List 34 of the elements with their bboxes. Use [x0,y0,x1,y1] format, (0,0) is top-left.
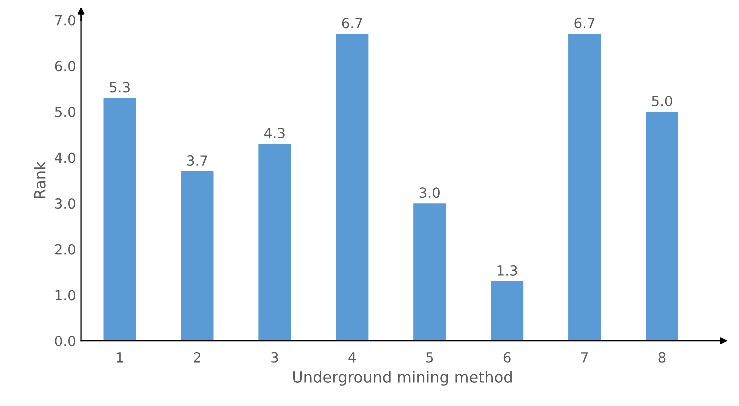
bar [104,98,136,342]
y-tick-label: 0.0 [55,336,76,347]
bar [336,34,369,342]
x-tick-label: 8 [658,352,666,363]
y-tick-label: 4.0 [55,152,76,164]
y-tick-label: 5.0 [55,106,76,118]
bar [491,281,524,342]
bar [258,144,292,342]
y-tick-label: 7.0 [55,15,76,26]
x-axis-title: Underground mining method [293,371,512,386]
data-label: 3.7 [187,156,208,166]
y-tick-label: 2.0 [55,244,76,255]
x-tick-label: 1 [117,352,124,363]
x-tick-label: 7 [582,352,588,363]
data-label: 6.7 [342,18,362,29]
data-label: 3.0 [420,188,440,198]
bar [646,112,679,342]
x-tick-label: 3 [272,352,278,363]
y-axis-title: Rank [34,162,46,198]
bar [181,172,214,342]
x-tick-label: 5 [426,352,434,363]
bar [568,34,602,342]
x-tick-label: 4 [348,352,356,363]
bar [414,204,446,342]
data-label: 6.7 [574,18,595,29]
x-tick-label: 2 [194,352,201,363]
y-tick-label: 3.0 [55,198,76,210]
x-tick-label: 6 [504,352,511,363]
y-tick-label: 1.0 [56,290,76,301]
y-tick-label: 6.0 [55,61,76,72]
data-label: 5.3 [110,82,130,93]
data-label: 1.3 [498,266,518,276]
data-label: 5.0 [652,96,672,106]
data-label: 4.3 [264,128,285,139]
